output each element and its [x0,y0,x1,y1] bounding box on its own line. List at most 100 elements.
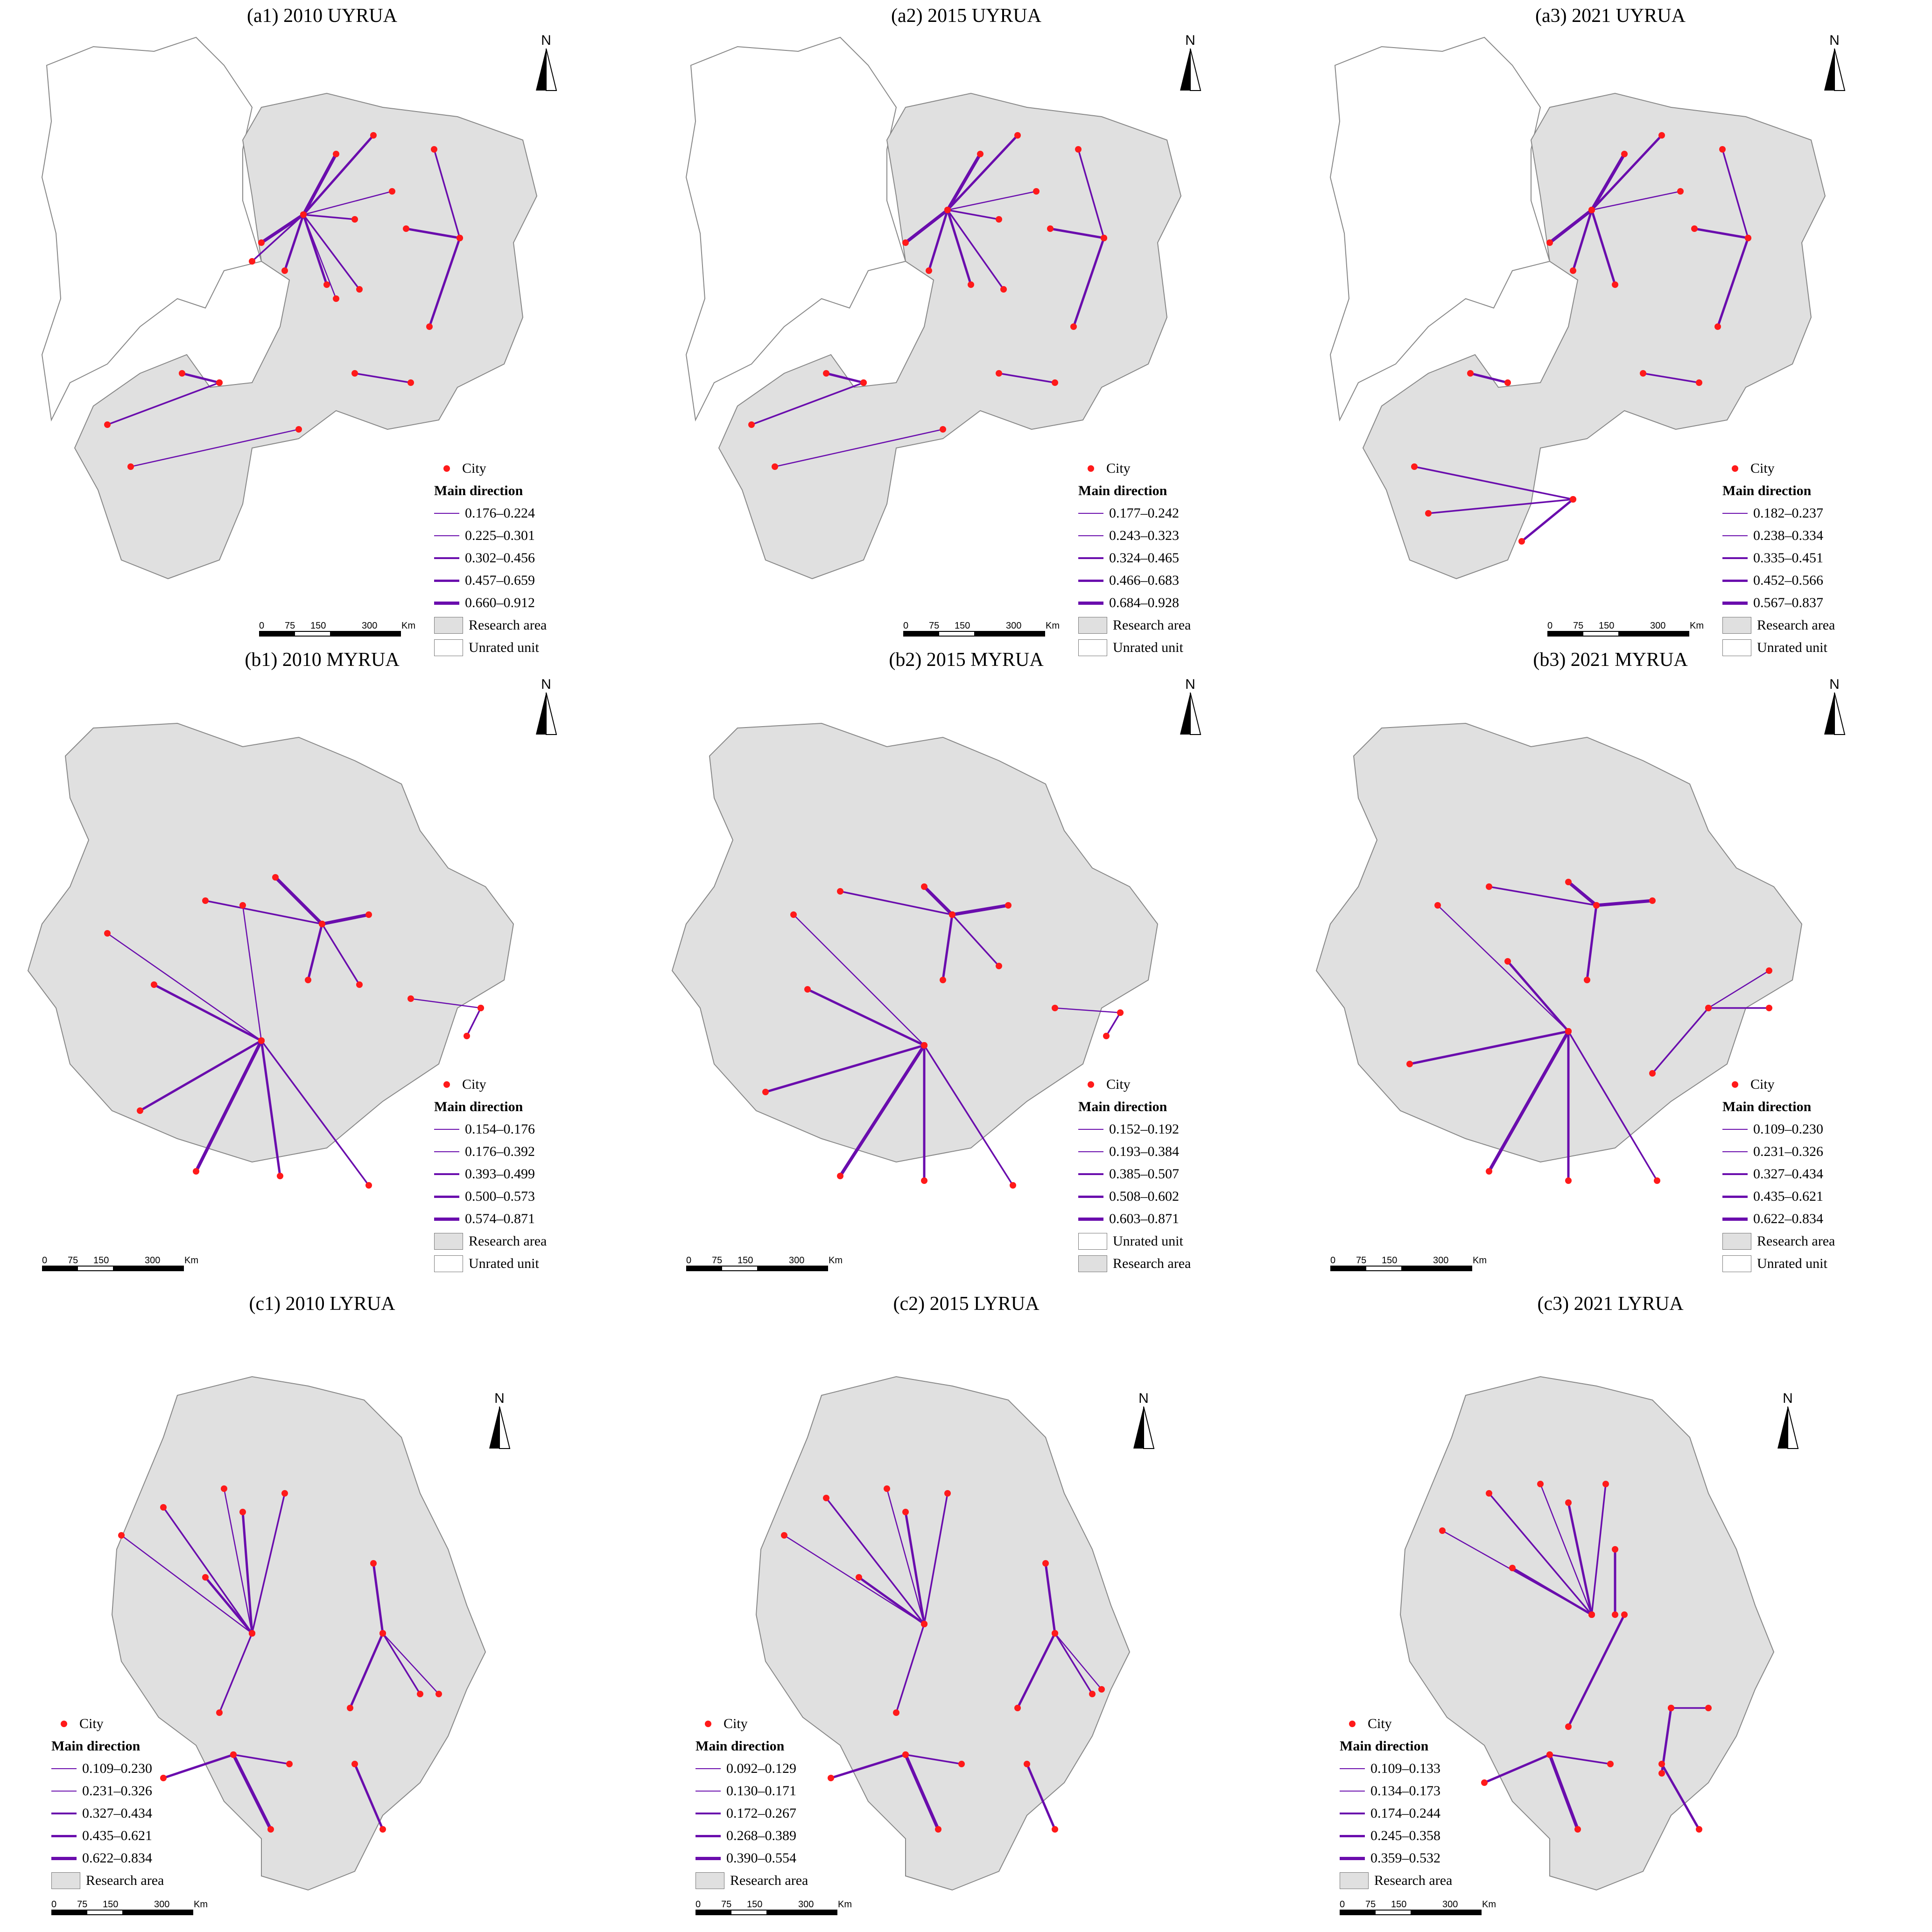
scale-bar-graphic [696,1910,837,1915]
legend-class-row: 0.182–0.237 [1722,502,1835,525]
area-swatch [434,617,463,634]
line-weight-swatch [696,1813,721,1814]
area-swatch [434,639,463,656]
legend-class-label: 0.452–0.566 [1753,573,1823,588]
city-point [902,239,909,246]
direction-line [1072,238,1105,327]
direction-line [1044,1563,1056,1634]
scale-label: Km [401,621,415,631]
direction-line [1511,1567,1593,1616]
city-point [1103,1033,1110,1039]
city-point [781,1532,787,1539]
research-area-region [74,92,538,580]
scale-label: 75 [77,1899,88,1910]
legend-class-label: 0.327–0.434 [82,1806,152,1821]
line-weight-swatch [1722,1217,1748,1221]
unrated-unit-area [685,36,906,422]
legend-area-label: Research area [1757,617,1835,633]
city-point [365,1182,372,1189]
research-area-region [755,1376,1131,1891]
map-panel-c1: (c1) 2010 LYRUA N City Main direction 0.109–… [0,1288,644,1932]
legend-class-label: 0.302–0.456 [465,550,535,566]
scale-label: 0 [42,1255,48,1266]
city-point [762,1089,769,1095]
city-point [1010,1182,1016,1189]
city-point [1612,1546,1618,1553]
legend-class-row: 0.176–0.224 [434,502,547,525]
city-point [1766,1005,1772,1011]
legend-city-label: City [462,1077,486,1092]
legend-class-row: 0.243–0.323 [1078,525,1191,547]
line-weight-swatch [51,1790,77,1792]
city-point [478,1005,484,1011]
direction-line [321,924,360,985]
city-point [837,1173,843,1179]
direction-line [233,1754,290,1765]
map-legend: City Main direction 0.176–0.224 0.225–0.301… [434,457,547,659]
research-area-region [27,722,514,1163]
legend-city-row: City [51,1713,164,1735]
direction-line [162,1506,253,1634]
scale-bar: 0 75 150 300 Km [903,621,1060,637]
scale-label: 75 [1573,621,1584,631]
legend-area-row: Research area [51,1869,164,1892]
city-point [1588,1611,1595,1618]
scale-label: Km [194,1899,208,1910]
line-weight-swatch [1078,1195,1103,1198]
scale-bar-graphic [686,1266,828,1271]
direction-line [302,134,374,216]
legend-city-label: City [1368,1716,1392,1731]
legend-city-row: City [1078,1073,1191,1096]
city-point [1052,1630,1058,1637]
legend-class-row: 0.622–0.834 [51,1847,164,1869]
city-point [1486,1490,1492,1497]
city-point [389,188,395,195]
line-weight-swatch [51,1768,77,1769]
legend-class-label: 0.109–0.230 [82,1761,152,1776]
direction-line [765,1044,925,1093]
direction-line [1414,466,1574,500]
legend-area-label: Research area [1374,1873,1453,1888]
city-point [286,1761,293,1767]
legend-area-row: Research area [1340,1869,1452,1892]
legend-class-label: 0.092–0.129 [726,1761,796,1776]
direction-line [251,214,304,262]
line-weight-swatch [1340,1790,1365,1792]
map-panel-a3: (a3) 2021 UYRUA N City Main direction 0.182–… [1288,0,1932,656]
city-point [300,211,307,218]
city-point [1047,225,1054,232]
north-label: N [1829,677,1840,692]
direction-line [774,428,943,468]
city-point [1640,370,1646,377]
legend-class-label: 0.567–0.837 [1753,595,1823,610]
legend-area-label: Research area [469,617,547,633]
legend-area-label: Unrated unit [1113,640,1183,655]
line-weight-swatch [434,513,459,514]
scale-label: Km [838,1899,852,1910]
legend-class-label: 0.231–0.326 [82,1783,152,1799]
city-point [1565,1177,1572,1184]
direction-line [433,149,461,238]
city-point [968,281,974,288]
city-dot-icon [705,1721,711,1727]
north-arrow-icon: N [485,1391,513,1451]
direction-line [353,1764,384,1830]
scale-label: 75 [68,1255,78,1266]
direction-line [840,890,953,916]
direction-line [302,214,328,285]
scale-label: 75 [1356,1255,1367,1266]
city-point [160,1775,167,1781]
scale-label: 300 [798,1899,814,1910]
legend-heading: Main direction [1722,483,1812,498]
direction-line [1651,1007,1709,1074]
direction-line [1016,1632,1056,1709]
city-point [1117,1009,1124,1016]
line-weight-swatch [1340,1813,1365,1814]
direction-line [1054,1633,1102,1690]
line-weight-swatch [51,1813,77,1814]
city-point [935,1826,941,1833]
area-swatch [696,1872,724,1889]
legend-area-row: Research area [1722,614,1835,637]
area-swatch [1078,639,1107,656]
city-point [1696,379,1702,386]
